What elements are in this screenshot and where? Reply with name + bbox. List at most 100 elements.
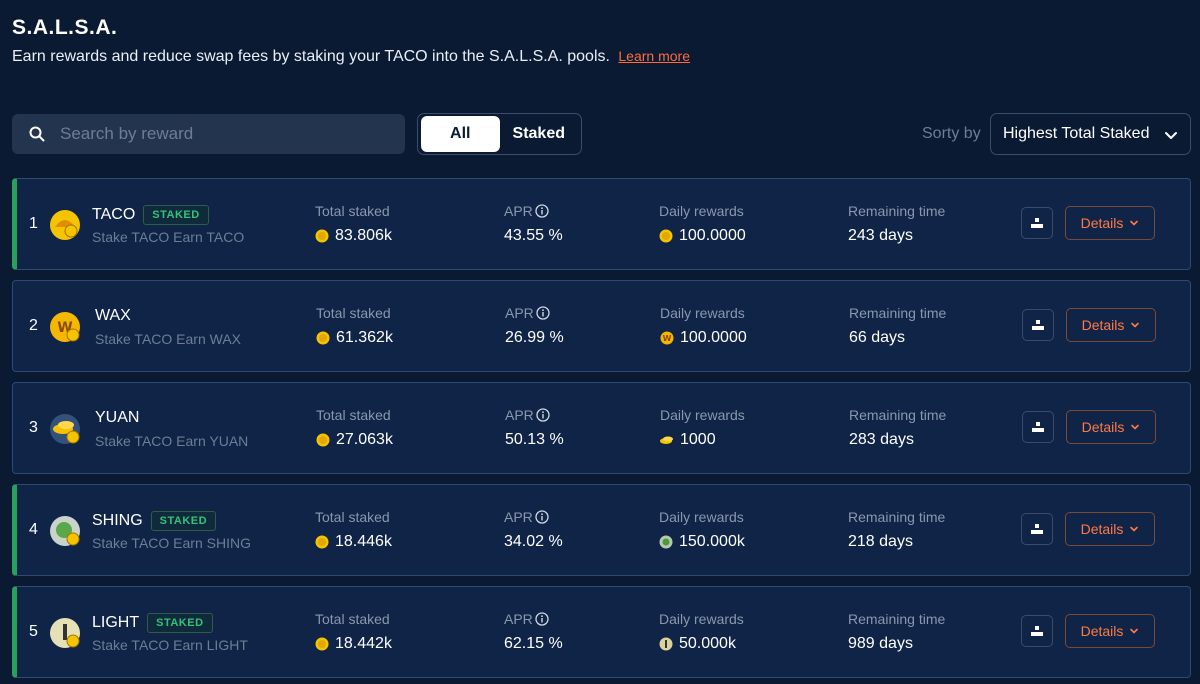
filter-staked-button[interactable]: Staked [512,125,565,142]
remaining-time-value: 989 days [848,635,913,652]
sort-label: Sorty by [922,125,981,142]
pool-name: LIGHT STAKED [92,613,213,633]
daily-rewards-label: Daily rewards [659,509,744,525]
details-button[interactable]: Details [1065,206,1155,240]
pool-row[interactable]: 4 SHING STAKED Stake TACO Earn SHING Tot… [12,484,1191,576]
remaining-time-value: 218 days [848,533,913,550]
details-label: Details [1081,419,1125,435]
search-box[interactable] [12,114,405,154]
pool-description: Stake TACO Earn LIGHT [92,637,248,653]
daily-rewards-amount: 50.000k [679,635,736,652]
info-icon[interactable] [535,612,549,626]
pool-row[interactable]: 5 LIGHT STAKED Stake TACO Earn LIGHT Tot… [12,586,1191,678]
remaining-time-value: 283 days [849,431,914,448]
learn-more-link[interactable]: Learn more [618,48,690,64]
apr-label: APR [504,611,549,627]
total-staked-value: 61.362k [316,329,393,347]
stake-button[interactable] [1022,411,1054,443]
details-button[interactable]: Details [1066,410,1156,444]
total-staked-label: Total staked [315,611,390,627]
apr-label: APR [505,305,550,321]
daily-rewards-value: 50.000k [659,635,736,653]
details-button[interactable]: Details [1066,308,1156,342]
total-staked-value: 27.063k [316,431,393,449]
total-staked-label: Total staked [316,407,391,423]
pool-name: SHING STAKED [92,511,217,531]
pool-rank: 4 [29,521,38,538]
subtitle-text: Earn rewards and reduce swap fees by sta… [12,48,610,65]
pool-description: Stake TACO Earn WAX [95,331,242,347]
info-icon[interactable] [535,204,549,218]
remaining-time-label: Remaining time [849,407,947,423]
stake-icon [1031,218,1043,228]
sort-selected-value: Highest Total Staked [1003,125,1150,142]
total-staked-amount: 61.362k [336,329,393,346]
page-title: S.A.L.S.A. [12,16,118,39]
staked-badge: STAKED [147,613,213,633]
pool-row[interactable]: 2 W WAX Stake TACO Earn WAX Total staked… [12,280,1191,372]
remaining-time-value: 66 days [849,329,906,346]
stake-button[interactable] [1021,615,1053,647]
apr-label: APR [505,407,550,423]
total-staked-value: 83.806k [315,227,392,245]
total-staked-amount: 18.446k [335,533,392,550]
stake-icon [1031,524,1043,534]
taco-coin-icon [315,637,329,651]
remaining-time-label: Remaining time [849,305,947,321]
stake-button[interactable] [1021,513,1053,545]
stake-button[interactable] [1021,207,1053,239]
remaining-time-label: Remaining time [848,509,946,525]
details-button[interactable]: Details [1065,512,1155,546]
shing-coin-icon [659,535,673,549]
info-icon[interactable] [536,408,550,422]
daily-rewards-amount: 150.000k [679,533,745,550]
pool-rank: 2 [29,317,38,334]
info-icon[interactable] [536,306,550,320]
stake-button[interactable] [1022,309,1054,341]
pool-row[interactable]: 1 TACO STAKED Stake TACO Earn TACO Total… [12,178,1191,270]
pool-row[interactable]: 3 YUAN Stake TACO Earn YUAN Total staked… [12,382,1191,474]
apr-label-text: APR [504,509,533,525]
pool-name: TACO STAKED [92,205,209,225]
daily-rewards-value: 1000 [660,431,716,449]
chevron-down-icon [1130,220,1139,226]
pool-description: Stake TACO Earn YUAN [95,433,249,449]
remaining-time-label: Remaining time [848,203,946,219]
remaining-time-label: Remaining time [848,611,946,627]
daily-rewards-label: Daily rewards [659,203,744,219]
chevron-down-icon [1130,628,1139,634]
search-icon [29,126,45,142]
stake-icon [1031,626,1043,636]
search-input[interactable] [60,124,380,144]
daily-rewards-amount: 1000 [680,431,716,448]
apr-label-text: APR [504,203,533,219]
taco-coin-icon [316,331,330,345]
apr-value: 62.15 % [504,635,563,652]
apr-value: 50.13 % [505,431,564,448]
staked-badge: STAKED [150,511,217,531]
page-subtitle: Earn rewards and reduce swap fees by sta… [12,48,690,66]
apr-value: 34.02 % [504,533,563,550]
shing-icon [50,516,80,546]
daily-rewards-value: 150.000k [659,533,745,551]
filter-all-button[interactable]: All [421,116,500,152]
pool-name-text: TACO [92,206,136,223]
details-button[interactable]: Details [1065,614,1155,648]
details-label: Details [1080,215,1124,231]
total-staked-label: Total staked [316,305,391,321]
details-label: Details [1080,623,1124,639]
pool-rank: 1 [29,215,38,232]
daily-rewards-value: W 100.0000 [660,329,747,347]
chevron-down-icon [1165,132,1177,139]
chevron-down-icon [1131,322,1140,328]
taco-coin-icon [659,229,673,243]
pool-description: Stake TACO Earn SHING [92,535,251,551]
apr-label-text: APR [505,305,534,321]
taco-icon [50,210,80,240]
daily-rewards-label: Daily rewards [659,611,744,627]
sort-select[interactable]: Highest Total Staked [990,113,1191,155]
taco-coin-icon [315,535,329,549]
info-icon[interactable] [535,510,549,524]
pool-description: Stake TACO Earn TACO [92,229,245,245]
daily-rewards-amount: 100.0000 [679,227,746,244]
